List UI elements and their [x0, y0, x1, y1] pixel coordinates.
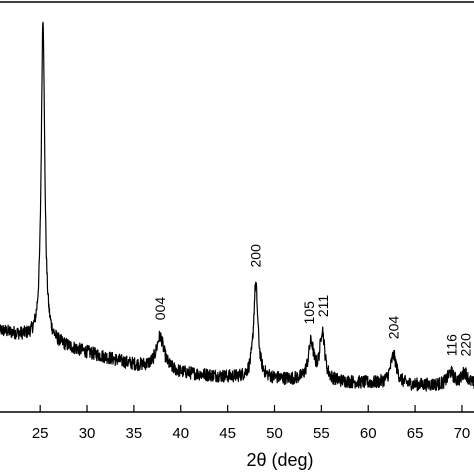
plot-frame: [0, 1, 474, 413]
peak-label-200: 200: [248, 244, 264, 268]
x-tick-label: 50: [266, 425, 283, 442]
x-tick-label: 60: [360, 425, 377, 442]
x-axis-title: 2θ (deg): [246, 450, 313, 470]
x-tick-label: 70: [454, 425, 471, 442]
x-tick-label: 45: [219, 425, 236, 442]
peak-label-220: 220: [458, 333, 474, 357]
peak-label-105: 105: [301, 301, 317, 325]
peak-label-004: 004: [152, 297, 168, 321]
x-tick-label: 40: [172, 425, 189, 442]
x-tick-label: 30: [79, 425, 96, 442]
peak-label-204: 204: [386, 316, 402, 340]
peak-label-116: 116: [444, 334, 460, 357]
x-axis-ticks: 25 30 35 40 45 50 55 60 65 70: [32, 405, 470, 442]
x-tick-label: 65: [407, 425, 424, 442]
xrd-trace: [0, 21, 474, 392]
x-tick-label: 55: [313, 425, 330, 442]
x-tick-label: 25: [32, 425, 49, 442]
peak-label-211: 211: [315, 295, 331, 318]
peak-labels: 101004200105211204116220: [152, 244, 474, 357]
xrd-pattern-line: [0, 21, 474, 392]
x-tick-label: 35: [126, 425, 143, 442]
